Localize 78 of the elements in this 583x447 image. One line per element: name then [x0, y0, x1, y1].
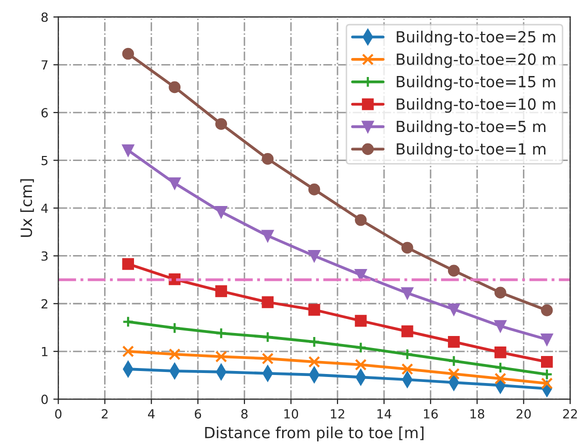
point	[122, 316, 134, 328]
y-tick-label: 8	[41, 12, 48, 22]
point	[448, 368, 460, 380]
point	[122, 258, 134, 270]
point	[168, 348, 181, 360]
y-tick-label: 0	[41, 394, 48, 404]
legend-label: Buildng-to-toe=25 m	[396, 30, 556, 46]
x-tick-label: 22	[563, 409, 577, 418]
point	[354, 269, 367, 281]
y-tick-label: 5	[42, 156, 48, 166]
point	[541, 334, 553, 346]
legend-label: Buildng-to-toe=5 m	[396, 120, 546, 136]
x-tick-label: 4	[148, 409, 155, 418]
point	[401, 287, 414, 300]
point	[122, 48, 134, 60]
x-tick-label: 10	[284, 409, 298, 419]
y-tick-label: 1	[42, 347, 48, 356]
point	[401, 325, 414, 338]
x-tick-label: 14	[377, 409, 392, 418]
point	[168, 177, 181, 190]
y-tick-label: 7	[42, 60, 48, 70]
point	[262, 352, 274, 364]
point	[401, 242, 414, 254]
legend-label: Buildng-to-toe=15 m	[396, 76, 556, 90]
y-tick-label: 2	[42, 299, 48, 308]
point	[448, 264, 460, 277]
point	[215, 350, 228, 363]
point	[494, 362, 506, 374]
point	[354, 214, 367, 226]
point	[308, 304, 320, 316]
point	[122, 144, 134, 156]
point	[354, 342, 367, 354]
point	[308, 250, 320, 262]
point	[262, 331, 274, 343]
point	[262, 152, 274, 165]
x-tick-label: 18	[470, 409, 484, 419]
point	[308, 356, 320, 368]
point	[541, 356, 553, 368]
point	[122, 345, 134, 358]
point	[401, 348, 414, 360]
point	[215, 118, 228, 130]
point	[168, 322, 181, 334]
legend-label: Buildng-to-toe=10 m	[396, 98, 556, 113]
y-axis-title: Ux [cm]	[20, 179, 34, 237]
point	[308, 336, 320, 348]
point	[215, 206, 228, 218]
legend-label: Buildng-to-toe=20 m	[396, 53, 556, 68]
x-tick-label: 16	[424, 409, 438, 419]
point	[494, 372, 506, 385]
point	[448, 303, 460, 316]
point	[541, 368, 553, 380]
x-tick-label: 0	[55, 409, 62, 419]
point	[215, 327, 228, 340]
point	[541, 304, 553, 316]
legend-label: Buildng-to-toe=1 m	[396, 142, 546, 158]
point	[308, 184, 320, 196]
y-tick-label: 6	[42, 108, 48, 118]
point	[494, 320, 506, 332]
x-axis-title: Distance from pile to toe [m]	[205, 426, 424, 442]
point	[494, 346, 506, 358]
point	[354, 314, 367, 327]
x-tick-label: 6	[194, 409, 202, 419]
x-tick-label: 8	[241, 409, 248, 419]
y-tick-label: 3	[42, 251, 48, 261]
point	[494, 286, 506, 299]
point	[448, 355, 460, 367]
point	[262, 230, 274, 242]
point	[541, 378, 553, 390]
point	[401, 363, 414, 375]
point	[215, 285, 228, 298]
point	[168, 81, 181, 94]
x-tick-label: 20	[516, 409, 531, 419]
point	[354, 358, 367, 371]
point	[262, 296, 274, 308]
x-tick-label: 12	[330, 409, 344, 418]
y-tick-label: 4	[41, 204, 48, 213]
point	[448, 336, 460, 348]
x-tick-label: 2	[102, 409, 108, 418]
